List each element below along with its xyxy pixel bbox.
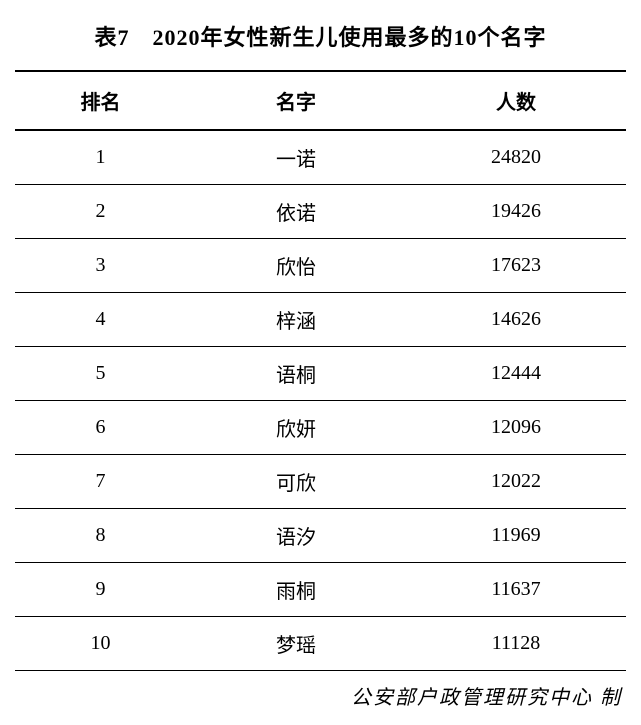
cell-count: 11637 [406, 563, 626, 617]
cell-count: 11128 [406, 617, 626, 671]
cell-count: 12096 [406, 401, 626, 455]
cell-rank: 3 [15, 239, 186, 293]
cell-rank: 6 [15, 401, 186, 455]
cell-name: 欣怡 [186, 239, 406, 293]
cell-count: 12022 [406, 455, 626, 509]
table-row: 3 欣怡 17623 [15, 239, 626, 293]
cell-rank: 5 [15, 347, 186, 401]
cell-name: 依诺 [186, 185, 406, 239]
col-header-rank: 排名 [15, 71, 186, 130]
cell-rank: 8 [15, 509, 186, 563]
cell-name: 语汐 [186, 509, 406, 563]
name-ranking-table: 排名 名字 人数 1 一诺 24820 2 依诺 19426 3 欣怡 1762… [15, 70, 626, 671]
cell-rank: 7 [15, 455, 186, 509]
table-body: 1 一诺 24820 2 依诺 19426 3 欣怡 17623 4 梓涵 14… [15, 130, 626, 671]
cell-name: 欣妍 [186, 401, 406, 455]
cell-count: 19426 [406, 185, 626, 239]
cell-rank: 2 [15, 185, 186, 239]
cell-name: 可欣 [186, 455, 406, 509]
cell-name: 一诺 [186, 130, 406, 185]
cell-name: 雨桐 [186, 563, 406, 617]
cell-count: 24820 [406, 130, 626, 185]
cell-name: 梓涵 [186, 293, 406, 347]
cell-rank: 9 [15, 563, 186, 617]
col-header-name: 名字 [186, 71, 406, 130]
table-title: 表7 2020年女性新生儿使用最多的10个名字 [15, 20, 626, 52]
table-row: 2 依诺 19426 [15, 185, 626, 239]
table-header-row: 排名 名字 人数 [15, 71, 626, 130]
table-row: 5 语桐 12444 [15, 347, 626, 401]
cell-name: 语桐 [186, 347, 406, 401]
table-row: 6 欣妍 12096 [15, 401, 626, 455]
table-row: 1 一诺 24820 [15, 130, 626, 185]
table-row: 8 语汐 11969 [15, 509, 626, 563]
cell-count: 17623 [406, 239, 626, 293]
cell-count: 12444 [406, 347, 626, 401]
table-row: 10 梦瑶 11128 [15, 617, 626, 671]
table-row: 4 梓涵 14626 [15, 293, 626, 347]
cell-rank: 1 [15, 130, 186, 185]
cell-count: 14626 [406, 293, 626, 347]
table-row: 7 可欣 12022 [15, 455, 626, 509]
cell-rank: 4 [15, 293, 186, 347]
table-row: 9 雨桐 11637 [15, 563, 626, 617]
table-source-footer: 公安部户政管理研究中心 制 [15, 681, 626, 710]
cell-rank: 10 [15, 617, 186, 671]
col-header-count: 人数 [406, 71, 626, 130]
cell-name: 梦瑶 [186, 617, 406, 671]
cell-count: 11969 [406, 509, 626, 563]
